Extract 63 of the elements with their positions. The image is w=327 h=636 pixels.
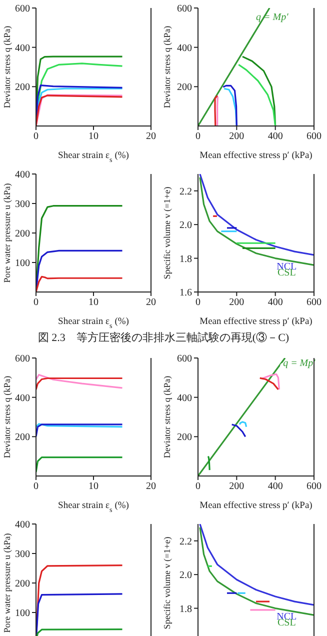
y-tick-label: 100 — [15, 608, 30, 620]
y-axis-title: Specific volume v (=1+e) — [162, 536, 172, 630]
y-tick-label: 600 — [177, 4, 192, 15]
x-tick-label: 10 — [88, 131, 98, 142]
y-tick-label: 600 — [15, 4, 30, 15]
y-tick-label: 400 — [15, 392, 30, 404]
x-axis-title: Mean effective stress p′ (kPa) — [200, 501, 312, 511]
x-tick-label: 0 — [34, 131, 38, 142]
x-tick-label: 20 — [146, 297, 156, 308]
y-tick-label: 1.8 — [180, 604, 192, 615]
y-tick-label: 400 — [15, 520, 30, 531]
y-tick-label: 300 — [15, 199, 30, 210]
y-tick-label: 600 — [177, 354, 192, 365]
y-tick-label: 400 — [15, 42, 30, 54]
x-tick-label: 10 — [88, 297, 98, 308]
y-tick-label: 400 — [177, 42, 192, 54]
y-axis-title: Deviator stress q (kPa) — [162, 26, 172, 108]
x-axis-title: Mean effective stress p′ (kPa) — [200, 317, 312, 327]
y-tick-label: 200 — [15, 432, 30, 444]
y-tick-label: 2.2 — [180, 536, 192, 548]
x-tick-label: 400 — [268, 297, 283, 308]
x-tick-label: 10 — [88, 481, 98, 492]
x-tick-label: 400 — [268, 131, 283, 142]
x-tick-label: 600 — [306, 297, 322, 308]
x-tick-label: 20 — [146, 481, 156, 492]
y-tick-label: 400 — [177, 392, 192, 404]
y-tick-label: 200 — [177, 82, 192, 94]
x-tick-label: 0 — [196, 297, 200, 308]
x-tick-label: 200 — [229, 297, 244, 308]
x-tick-label: 400 — [268, 481, 283, 492]
x-tick-label: 0 — [196, 481, 200, 492]
x-tick-label: 200 — [229, 131, 244, 142]
y-tick-label: 1.8 — [180, 254, 192, 265]
y-tick-label: 300 — [15, 549, 30, 560]
y-tick-label: 200 — [15, 82, 30, 94]
y-tick-label: 2.2 — [180, 186, 192, 198]
y-tick-label: 200 — [177, 432, 192, 444]
y-tick-label: 200 — [15, 228, 30, 240]
x-tick-label: 0 — [34, 297, 38, 308]
x-tick-label: 20 — [146, 131, 156, 142]
y-axis-title: Pore water pressure u (kPa) — [2, 183, 12, 283]
y-tick-label: 1.6 — [180, 288, 192, 299]
x-tick-label: 0 — [34, 481, 38, 492]
y-tick-label: 600 — [15, 354, 30, 365]
y-tick-label: 2.0 — [180, 220, 192, 232]
caption: 図 2.3 等方圧密後の非排水三軸試験の再現(③－C) — [36, 330, 290, 345]
x-tick-label: 200 — [229, 481, 244, 492]
y-axis-title: Deviator stress q (kPa) — [2, 376, 12, 458]
x-tick-label: 0 — [196, 131, 200, 142]
x-axis-title: Shear strain ε$_{s}$ (%) — [58, 317, 129, 330]
y-axis-title: Deviator stress q (kPa) — [2, 26, 12, 108]
x-axis-title: Mean effective stress p′ (kPa) — [200, 151, 312, 161]
y-axis-title: Deviator stress q (kPa) — [162, 376, 172, 458]
y-tick-label: 400 — [15, 170, 30, 181]
y-tick-label: 200 — [15, 578, 30, 590]
x-tick-label: 600 — [306, 481, 322, 492]
x-axis-title: Shear strain ε$_{s}$ (%) — [58, 151, 129, 164]
y-tick-label: 100 — [15, 258, 30, 270]
y-axis-title: Specific volume v (=1+e) — [162, 186, 172, 280]
y-tick-label: 2.0 — [180, 570, 192, 582]
x-tick-label: 600 — [306, 131, 322, 142]
x-axis-title: Shear strain ε$_{s}$ (%) — [58, 501, 129, 514]
y-axis-title: Pore water pressure u (kPa) — [2, 533, 12, 633]
